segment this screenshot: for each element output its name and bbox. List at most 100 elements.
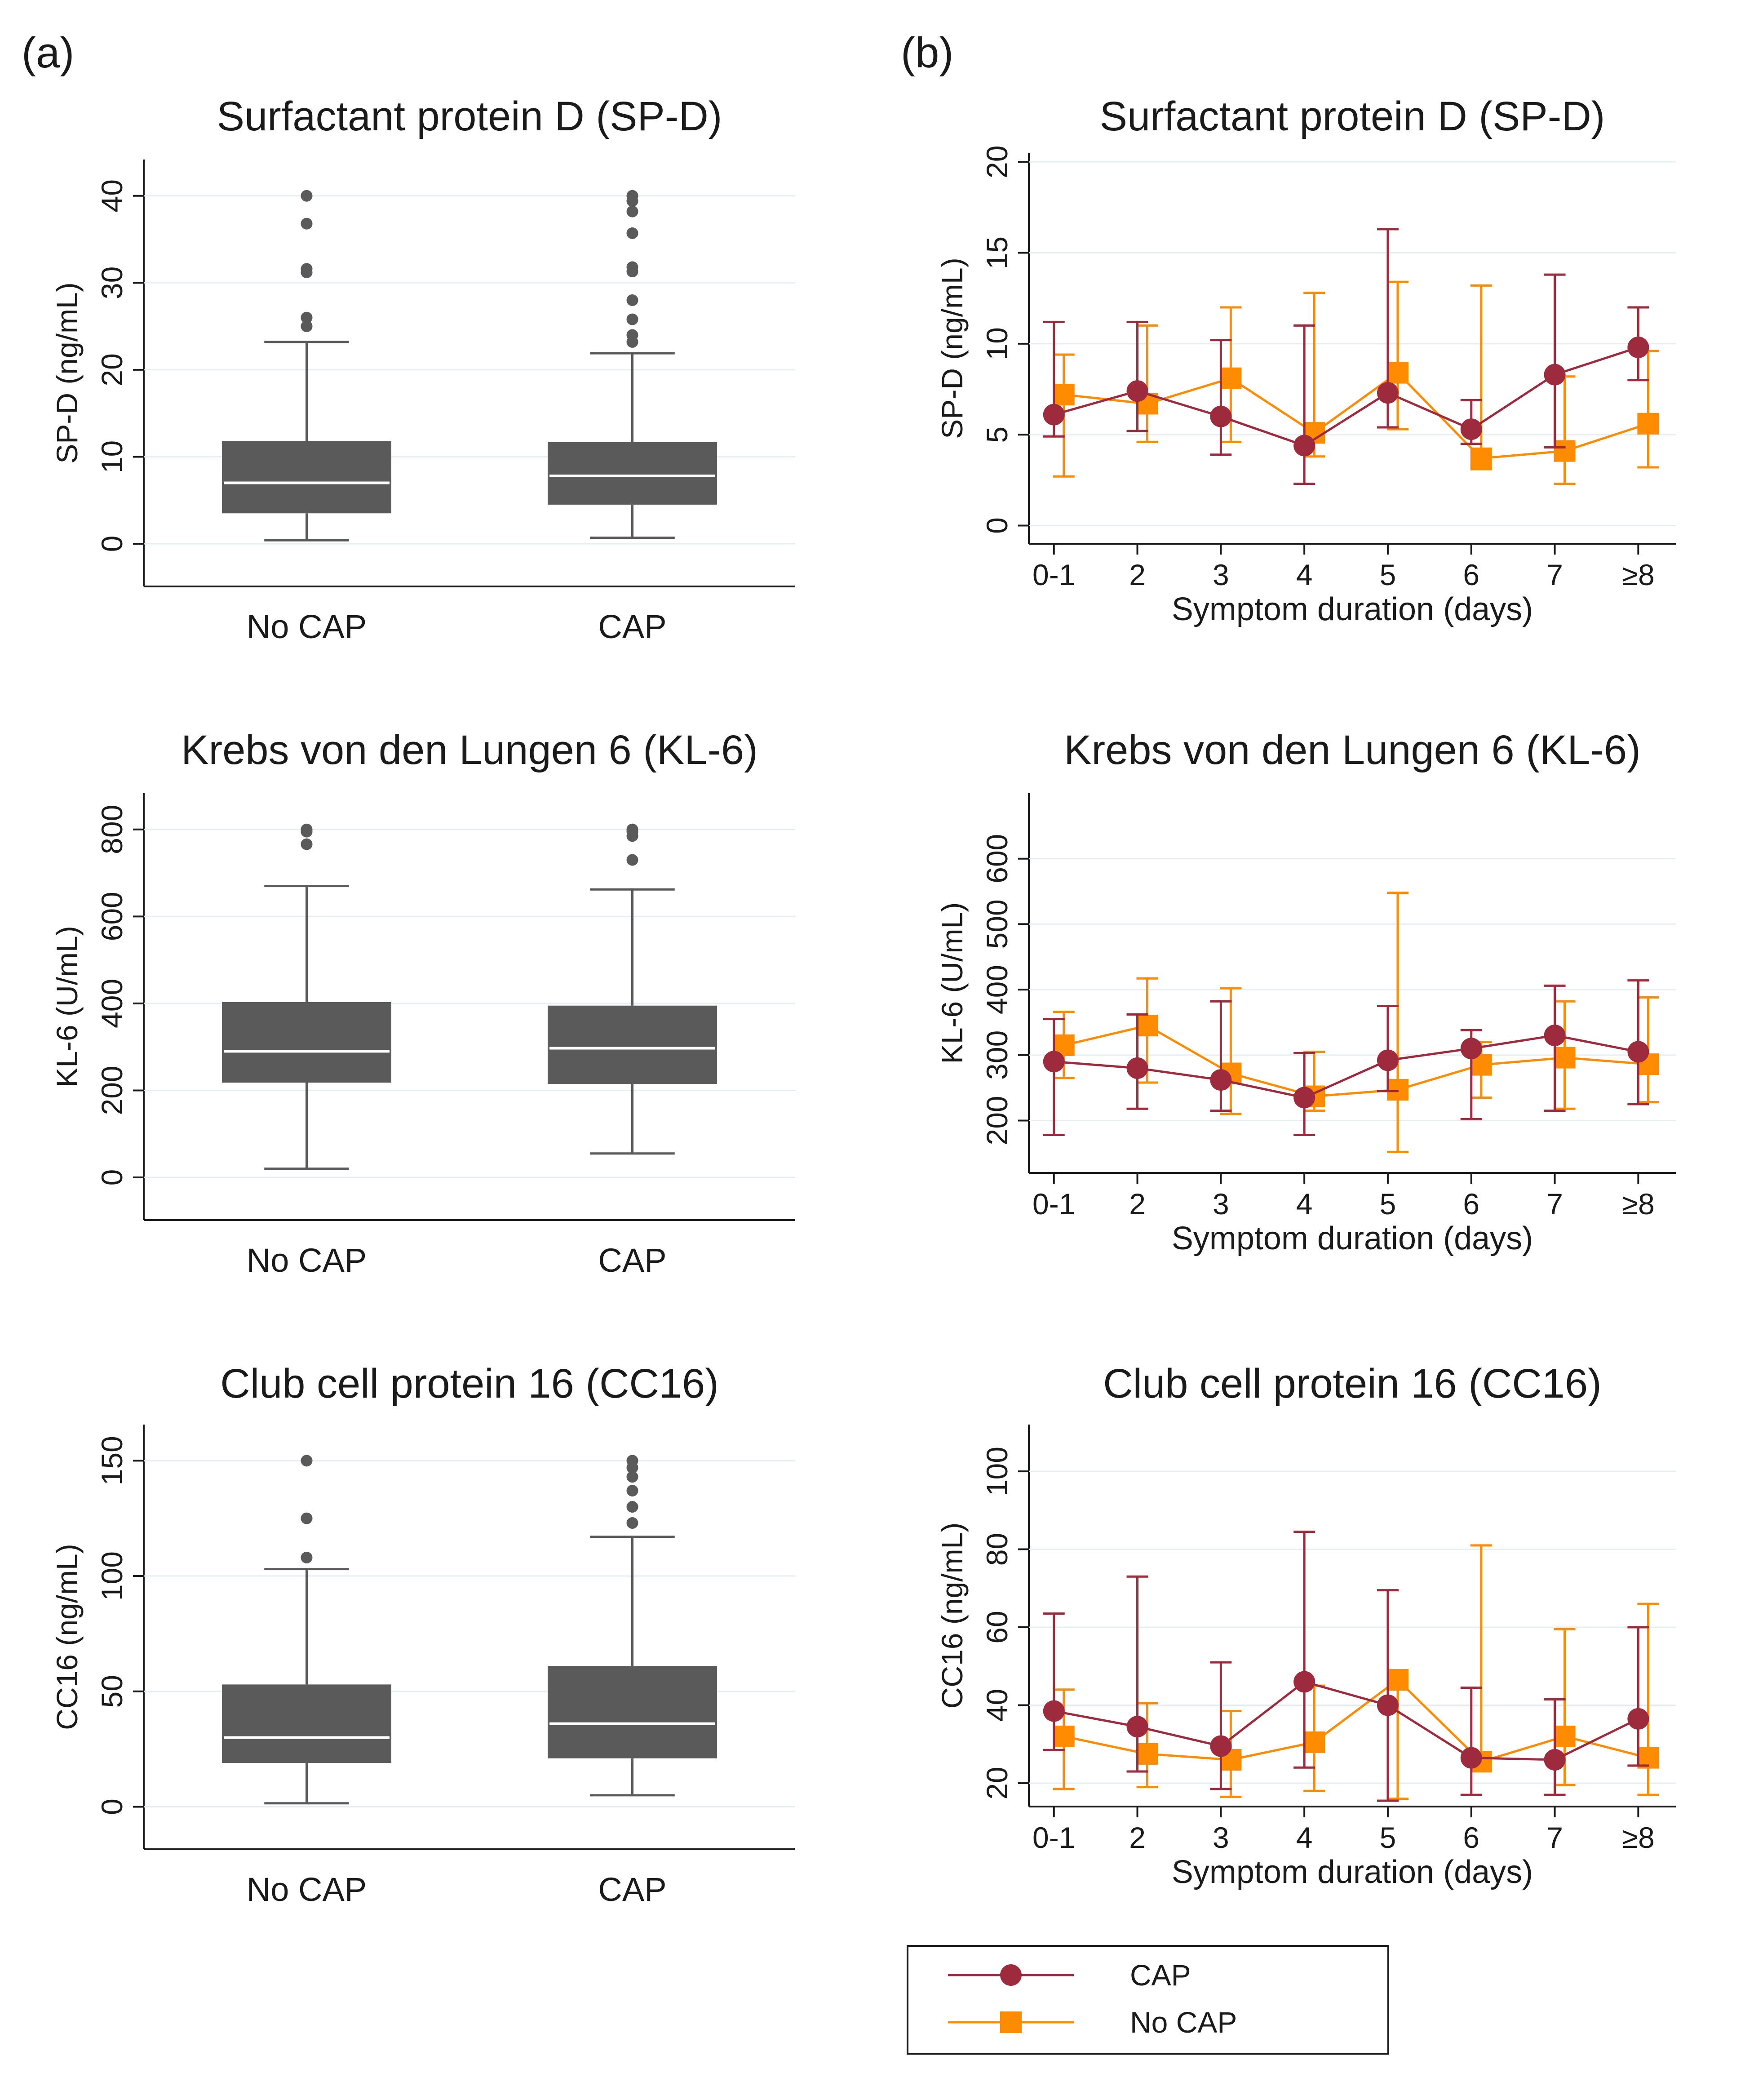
a_kl6-y-tick-label: 800 [95, 805, 128, 854]
x-tick-label: 0-1 [1032, 1821, 1075, 1854]
outlier-point [626, 205, 638, 218]
b_cc16-y-tick-label: 20 [980, 1767, 1014, 1799]
x-tick-label: 7 [1546, 1187, 1563, 1221]
box-plot-cc16: Club cell protein 16 (CC16) 0 50 100 150 CC16… [50, 1361, 795, 1908]
cap-point [1126, 1716, 1148, 1738]
b_kl6-y-tick-label: 500 [980, 899, 1014, 949]
outlier-point [301, 1551, 313, 1563]
x-tick-label: 5 [1380, 558, 1396, 591]
b_spd-y-tick-label: 15 [980, 236, 1014, 269]
x-tick-label: 3 [1213, 1821, 1229, 1854]
outlier-point [626, 313, 638, 325]
b_cc16-y-tick-label: 80 [980, 1533, 1014, 1566]
category-label: No CAP [247, 1871, 367, 1908]
cap-point [1043, 1051, 1065, 1073]
b_cc16-y-tick-label: 40 [980, 1689, 1014, 1722]
cap-point [1460, 418, 1482, 440]
outlier-point [626, 227, 638, 239]
outlier-point [626, 1455, 638, 1467]
x-tick-label: 7 [1546, 1821, 1563, 1854]
a_kl6-y-axis-label: KL-6 (U/mL) [50, 926, 84, 1087]
cap-point [1627, 336, 1649, 358]
cap-point [1210, 405, 1232, 427]
no-cap-point [1386, 1669, 1408, 1691]
outlier-point [626, 1517, 638, 1529]
x-tick-label: 4 [1296, 558, 1313, 591]
no-cap-point [1554, 1047, 1576, 1069]
no-cap-point [1470, 447, 1492, 469]
outlier-point [626, 823, 638, 835]
category-label: CAP [598, 608, 666, 645]
b_cc16-y-tick-label: 60 [980, 1611, 1014, 1643]
b_spd-y-axis-label: SP-D (ng/mL) [935, 258, 969, 439]
cap-point [1627, 1041, 1649, 1063]
a_cc16-y-tick-label: 150 [95, 1436, 128, 1485]
b_kl6-y-tick-label: 300 [980, 1030, 1014, 1080]
outlier-point [301, 320, 313, 333]
no-cap-point [1136, 1743, 1158, 1765]
cap-point [1460, 1747, 1482, 1769]
x-tick-label: 3 [1213, 558, 1229, 591]
iqr-box [548, 1666, 717, 1758]
outlier-point [301, 263, 313, 275]
legend-frame [907, 1945, 1389, 2055]
a_kl6-y-tick-label: 600 [95, 892, 128, 941]
iqr-box [222, 1684, 391, 1763]
x-tick-label: 0-1 [1032, 1187, 1075, 1221]
cap-point [1210, 1735, 1232, 1757]
b_spd-title: Surfactant protein D (SP-D) [1100, 93, 1605, 139]
iqr-box [222, 441, 391, 514]
no-cap-point [1386, 1079, 1408, 1101]
x-tick-label: 6 [1463, 558, 1479, 591]
line-plot-kl6: Krebs von den Lungen 6 (KL-6)20030040050… [935, 727, 1676, 1256]
cap-point [1126, 1057, 1148, 1079]
a_spd-y-tick-label: 20 [95, 353, 128, 386]
iqr-box [222, 1002, 391, 1083]
no-cap-series-line [1063, 1024, 1648, 1098]
box-plot-spd: Surfactant protein D (SP-D) 0 10 20 30 40 SP-D… [50, 93, 795, 645]
a_spd-y-tick-label: 40 [95, 179, 128, 212]
category-label: No CAP [247, 1242, 367, 1279]
x-tick-label: 2 [1129, 1821, 1146, 1854]
a_cc16-y-axis-label: CC16 (ng/mL) [50, 1544, 84, 1730]
outlier-point [301, 1455, 313, 1467]
x-tick-label: 6 [1463, 1821, 1479, 1854]
legend-no-cap-label: No CAP [1130, 2006, 1237, 2039]
a_cc16-title: Club cell protein 16 (CC16) [220, 1361, 719, 1407]
cap-point [1293, 1671, 1315, 1693]
cap-point [1544, 1749, 1566, 1771]
a_spd-y-tick-label: 10 [95, 440, 128, 473]
outlier-point [301, 823, 313, 835]
x-tick-label: ≥8 [1622, 558, 1655, 591]
outlier-point [301, 1512, 313, 1524]
no-cap-point [1220, 367, 1242, 389]
cap-point [1377, 1049, 1399, 1071]
cap-point [1460, 1038, 1482, 1060]
cap-point [1544, 364, 1566, 386]
b_spd-y-tick-label: 20 [980, 146, 1014, 178]
a_kl6-y-tick-label: 200 [95, 1066, 128, 1115]
a_cc16-y-tick-label: 100 [95, 1551, 128, 1601]
b_spd-y-tick-label: 10 [980, 327, 1014, 360]
no-cap-point [1386, 362, 1408, 384]
x-tick-label: 3 [1213, 1187, 1229, 1221]
a_spd-y-axis-label: SP-D (ng/mL) [50, 282, 84, 463]
outlier-point [626, 261, 638, 273]
panel-label-b: (b) [901, 29, 953, 77]
no-cap-point [1637, 413, 1659, 435]
x-tick-label: 4 [1296, 1187, 1313, 1221]
outlier-point [626, 294, 638, 306]
no-cap-point [1303, 1731, 1325, 1753]
a_spd-y-tick-label: 30 [95, 266, 128, 299]
panel-label-a: (a) [22, 29, 74, 77]
cap-point [1377, 382, 1399, 404]
no-cap-point [1136, 1015, 1158, 1037]
cap-series-line [1054, 346, 1639, 447]
a_spd-title: Surfactant protein D (SP-D) [217, 93, 722, 139]
category-label: CAP [598, 1242, 666, 1279]
outlier-point [301, 838, 313, 850]
cap-point [1293, 1087, 1315, 1109]
outlier-point [626, 1471, 638, 1483]
outlier-point [626, 190, 638, 202]
